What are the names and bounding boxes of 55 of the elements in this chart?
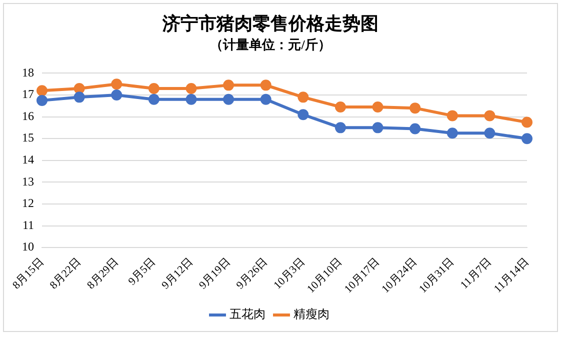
point (298, 109, 309, 120)
point (372, 122, 384, 134)
point (74, 82, 85, 94)
point (111, 89, 122, 100)
y-tick-label: 18 (22, 65, 34, 80)
y-tick-label: 11 (22, 218, 34, 232)
point (334, 122, 346, 134)
x-tick-label: 11月14日 (492, 256, 532, 296)
point (186, 94, 197, 105)
y-tick-label: 17 (22, 87, 34, 102)
x-tick-label: 10月31日 (416, 256, 457, 296)
legend-label: 精瘦肉 (294, 307, 330, 322)
x-tick-label: 10月17日 (342, 256, 382, 296)
x-tick-label: 11月7日 (458, 256, 494, 292)
x-tick-label: 9月19日 (196, 256, 233, 292)
point (372, 101, 384, 112)
chart-title: 济宁市猪肉零售价格走势图 (162, 13, 378, 34)
point (36, 94, 48, 106)
x-tick-label: 9月26日 (234, 256, 270, 292)
point (223, 94, 234, 105)
x-tick-label: 10月24日 (380, 256, 420, 296)
point (74, 92, 85, 103)
y-tick-label: 16 (22, 108, 34, 123)
point (186, 82, 197, 94)
point (148, 82, 160, 94)
point (484, 110, 496, 122)
point (446, 128, 458, 139)
point (260, 80, 272, 91)
point (484, 128, 496, 139)
point (36, 85, 48, 96)
x-tick-label: 10月10日 (305, 256, 345, 296)
y-tick-label: 10 (22, 240, 34, 254)
point (334, 101, 346, 112)
point (298, 92, 309, 103)
point (111, 78, 122, 90)
point (522, 116, 532, 128)
point (260, 94, 272, 105)
chart-subtitle: （计量单位：元/斤） (210, 36, 331, 52)
point (148, 94, 160, 105)
point (410, 102, 421, 114)
point (446, 110, 458, 122)
x-tick-label: 8月15日 (10, 256, 46, 292)
x-tick-label: 9月5日 (126, 256, 158, 288)
point (522, 133, 532, 144)
x-tick-label: 8月22日 (48, 256, 84, 292)
point (410, 123, 421, 134)
y-tick-label: 14 (22, 152, 34, 167)
y-tick-label: 15 (22, 130, 34, 145)
y-tick-label: 13 (22, 174, 34, 188)
x-tick-label: 10月3日 (272, 256, 308, 292)
y-tick-label: 12 (22, 196, 34, 210)
legend-label: 五花肉 (230, 307, 266, 322)
point (223, 80, 234, 91)
x-tick-label: 9月12日 (160, 256, 196, 292)
x-tick-label: 8月29日 (85, 256, 121, 292)
